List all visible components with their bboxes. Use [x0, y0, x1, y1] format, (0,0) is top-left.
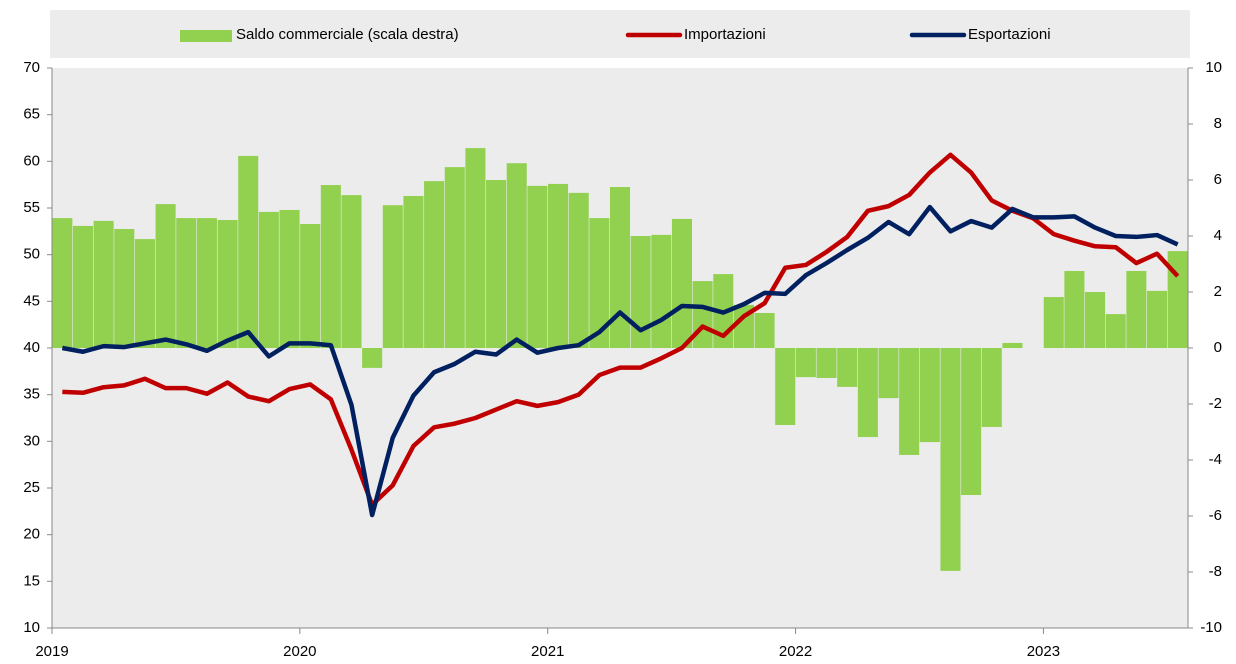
- y2-tick-label: 10: [1205, 59, 1222, 76]
- bar: [486, 180, 507, 348]
- bar: [1146, 290, 1168, 348]
- bar: [424, 181, 445, 348]
- y2-tick-label: -4: [1209, 451, 1222, 468]
- bar: [630, 236, 651, 348]
- bar: [300, 223, 321, 348]
- bar: [93, 220, 114, 348]
- bar: [72, 225, 94, 348]
- y-tick-label: 55: [23, 199, 40, 216]
- y-tick-label: 15: [23, 572, 40, 589]
- y2-tick-label: -8: [1209, 563, 1222, 580]
- bar: [506, 163, 527, 348]
- bar: [444, 167, 465, 348]
- bar: [258, 211, 279, 348]
- y-tick-label: 20: [23, 526, 40, 543]
- y2-tick-label: 8: [1214, 115, 1222, 132]
- bar: [816, 348, 837, 378]
- bar: [176, 218, 197, 348]
- bar: [1085, 292, 1106, 348]
- x-tick-label: 2022: [779, 643, 812, 660]
- bar: [1043, 297, 1064, 348]
- bar: [465, 148, 486, 348]
- bar: [341, 195, 362, 348]
- x-tick-label: 2020: [283, 643, 316, 660]
- bar: [155, 204, 176, 348]
- bar: [217, 220, 238, 348]
- bar: [857, 348, 878, 438]
- bar: [1105, 314, 1126, 348]
- y2-tick-label: 6: [1214, 171, 1222, 188]
- legend-label: Saldo commerciale (scala destra): [236, 26, 459, 43]
- y-tick-label: 25: [23, 479, 40, 496]
- y-tick-label: 60: [23, 152, 40, 169]
- line: [61, 204, 1179, 518]
- bar: [134, 239, 155, 348]
- bar: [1002, 342, 1023, 348]
- bar: [837, 348, 858, 387]
- bar: [589, 218, 610, 348]
- y-tick-label: 10: [23, 619, 40, 636]
- bar: [961, 348, 982, 495]
- y2-tick-label: -10: [1200, 619, 1222, 636]
- y-tick-label: 40: [23, 339, 40, 356]
- bar: [878, 348, 899, 399]
- bar: [671, 218, 692, 348]
- y-tick-label: 70: [23, 59, 40, 76]
- bar: [1167, 251, 1188, 348]
- legend-swatch: [180, 30, 232, 42]
- x-tick-label: 2019: [35, 643, 68, 660]
- x-tick-label: 2023: [1027, 643, 1060, 660]
- bar: [196, 218, 217, 348]
- y-tick-label: 30: [23, 432, 40, 449]
- bar: [1064, 271, 1085, 348]
- bar: [775, 348, 796, 425]
- legend-label: Esportazioni: [968, 26, 1051, 43]
- y-tick-label: 35: [23, 386, 40, 403]
- bar: [692, 281, 713, 348]
- bar: [548, 183, 569, 348]
- bar: [940, 348, 961, 571]
- bar: [981, 348, 1002, 427]
- y2-tick-label: 0: [1214, 339, 1222, 356]
- y2-tick-label: 4: [1214, 227, 1222, 244]
- bar: [1126, 271, 1147, 348]
- bar: [919, 348, 940, 443]
- bar: [362, 348, 383, 368]
- bar: [609, 187, 631, 348]
- x-tick-label: 2021: [531, 643, 564, 660]
- bar: [527, 185, 548, 348]
- bar: [238, 155, 259, 348]
- y-tick-label: 65: [23, 106, 40, 123]
- bar: [382, 205, 403, 348]
- bar: [279, 209, 300, 348]
- legend-label: Importazioni: [684, 26, 766, 43]
- y-tick-label: 45: [23, 292, 40, 309]
- bar: [899, 348, 920, 455]
- bar: [320, 185, 341, 348]
- y-tick-label: 50: [23, 246, 40, 263]
- line: [62, 152, 1180, 508]
- bar: [52, 218, 73, 348]
- y2-tick-label: -6: [1209, 507, 1222, 524]
- bar: [651, 234, 672, 348]
- bar: [403, 195, 424, 348]
- legend-box: [50, 10, 1190, 58]
- bar: [795, 348, 816, 378]
- bar: [114, 229, 135, 348]
- y2-tick-label: -2: [1209, 395, 1222, 412]
- bar: [754, 313, 775, 348]
- y2-tick-label: 2: [1214, 283, 1222, 300]
- bar: [568, 192, 589, 348]
